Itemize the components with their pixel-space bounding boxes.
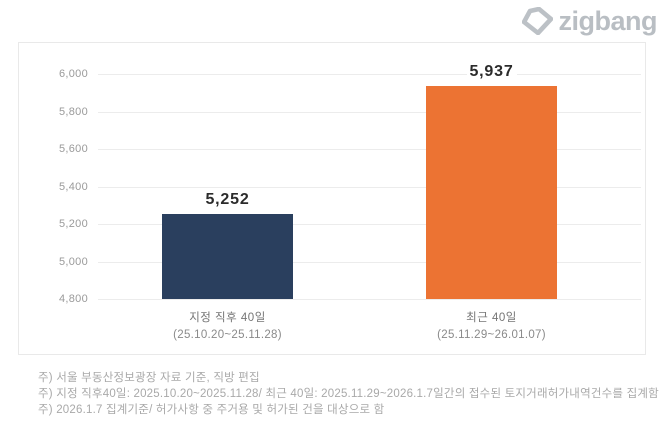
gridline <box>98 149 641 150</box>
chart-frame: 6,000 5,800 5,600 5,400 5,200 5,000 4,800 5,252… <box>18 42 646 355</box>
gridline <box>98 111 641 113</box>
zigbang-logo-text: zigbang <box>558 6 658 36</box>
category-name: 지정 직후 40일 <box>189 312 266 324</box>
category-date-range: (25.10.20~25.11.28) <box>173 329 282 341</box>
zigbang-mark-icon <box>521 7 553 35</box>
gridline <box>98 74 641 75</box>
y-axis-tick-label: 5,200 <box>58 218 88 230</box>
bar-value-label: 5,252 <box>202 191 253 208</box>
gridline <box>98 299 641 300</box>
category-date-range: (25.11.29~26.01.07) <box>437 329 546 341</box>
gridline <box>98 186 641 188</box>
bar-value-label: 5,937 <box>466 63 517 80</box>
footnote-line: 주) 지정 직후40일: 2025.10.20~2025.11.28/ 최근 4… <box>38 388 659 400</box>
footnote-line: 주) 2026.1.7 집계기준/ 허가사항 중 주거용 및 허가된 건을 대상… <box>38 404 385 416</box>
gridline <box>98 261 641 263</box>
y-axis-tick-label: 5,600 <box>58 143 88 155</box>
footnotes: 주) 서울 부동산정보광장 자료 기준, 직방 편집 주) 지정 직후40일: … <box>38 370 659 418</box>
y-axis-tick-label: 5,800 <box>58 105 88 118</box>
footnote-line: 주) 서울 부동산정보광장 자료 기준, 직방 편집 <box>38 372 260 384</box>
y-axis-tick-label: 5,400 <box>58 180 88 193</box>
zigbang-logo: zigbang <box>521 6 658 36</box>
bar-previous-period <box>162 214 293 299</box>
plot-area: 6,000 5,800 5,600 5,400 5,200 5,000 4,800 5,252… <box>59 63 641 341</box>
bar-recent-period <box>426 86 557 299</box>
y-axis-tick-label: 6,000 <box>58 68 88 80</box>
x-axis-category-label: 지정 직후 40일 (25.10.20~25.11.28) <box>173 309 282 341</box>
gridline <box>98 224 641 225</box>
category-name: 최근 40일 <box>466 312 517 324</box>
y-axis-tick-label: 5,000 <box>58 255 88 268</box>
y-axis-tick-label: 4,800 <box>58 293 88 305</box>
x-axis-category-label: 최근 40일 (25.11.29~26.01.07) <box>437 309 546 341</box>
